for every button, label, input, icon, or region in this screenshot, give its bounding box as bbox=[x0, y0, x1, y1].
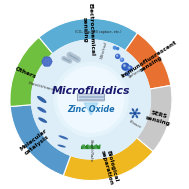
Circle shape bbox=[128, 67, 130, 68]
Text: (CO₂ cap, cell capture, etc.): (CO₂ cap, cell capture, etc.) bbox=[75, 30, 122, 34]
Circle shape bbox=[116, 55, 118, 56]
Ellipse shape bbox=[137, 112, 141, 114]
Ellipse shape bbox=[129, 112, 133, 114]
Text: Wire/rod: Wire/rod bbox=[100, 41, 108, 59]
Circle shape bbox=[125, 72, 129, 75]
Text: Immunofluorescent
sensing: Immunofluorescent sensing bbox=[120, 40, 180, 84]
Circle shape bbox=[123, 64, 125, 67]
Circle shape bbox=[117, 48, 119, 50]
Text: Molecular
catalysis: Molecular catalysis bbox=[19, 128, 51, 156]
Text: Platelet/nanorod: Platelet/nanorod bbox=[27, 81, 61, 93]
Polygon shape bbox=[43, 58, 46, 62]
Ellipse shape bbox=[57, 145, 66, 148]
Ellipse shape bbox=[37, 96, 46, 103]
Circle shape bbox=[54, 62, 128, 136]
Polygon shape bbox=[84, 103, 98, 115]
Circle shape bbox=[116, 54, 120, 58]
Circle shape bbox=[58, 67, 124, 132]
Text: Electrochemical
sensing: Electrochemical sensing bbox=[81, 2, 94, 56]
Wedge shape bbox=[136, 85, 172, 152]
Circle shape bbox=[113, 46, 116, 49]
Polygon shape bbox=[43, 61, 46, 65]
Polygon shape bbox=[47, 61, 51, 65]
FancyBboxPatch shape bbox=[77, 94, 104, 101]
Ellipse shape bbox=[132, 108, 134, 112]
Circle shape bbox=[8, 17, 174, 182]
Ellipse shape bbox=[38, 117, 47, 123]
Wedge shape bbox=[10, 105, 71, 176]
Polygon shape bbox=[45, 57, 49, 60]
Wedge shape bbox=[10, 37, 53, 107]
Ellipse shape bbox=[136, 108, 138, 112]
Circle shape bbox=[134, 112, 136, 115]
Wedge shape bbox=[63, 138, 153, 180]
Circle shape bbox=[120, 58, 124, 61]
Wedge shape bbox=[39, 19, 137, 54]
Text: Flower: Flower bbox=[128, 120, 142, 130]
Ellipse shape bbox=[58, 135, 68, 139]
Ellipse shape bbox=[132, 115, 134, 118]
Polygon shape bbox=[47, 58, 51, 62]
Circle shape bbox=[127, 66, 132, 71]
Text: Others: Others bbox=[15, 66, 37, 79]
Circle shape bbox=[122, 63, 129, 70]
Text: Sheet/flake: Sheet/flake bbox=[89, 139, 93, 162]
Circle shape bbox=[126, 73, 127, 74]
Polygon shape bbox=[45, 63, 49, 66]
Text: Zinc Oxide: Zinc Oxide bbox=[67, 105, 115, 114]
Wedge shape bbox=[125, 33, 171, 89]
Circle shape bbox=[121, 59, 122, 60]
Text: SERS
sensing: SERS sensing bbox=[145, 109, 173, 126]
Text: Biological
separation: Biological separation bbox=[99, 149, 119, 186]
Text: Microfluidics: Microfluidics bbox=[52, 86, 130, 96]
Ellipse shape bbox=[37, 107, 46, 113]
Text: Sphere: Sphere bbox=[128, 68, 143, 79]
Polygon shape bbox=[42, 57, 52, 66]
Circle shape bbox=[31, 40, 150, 159]
Ellipse shape bbox=[136, 115, 138, 118]
